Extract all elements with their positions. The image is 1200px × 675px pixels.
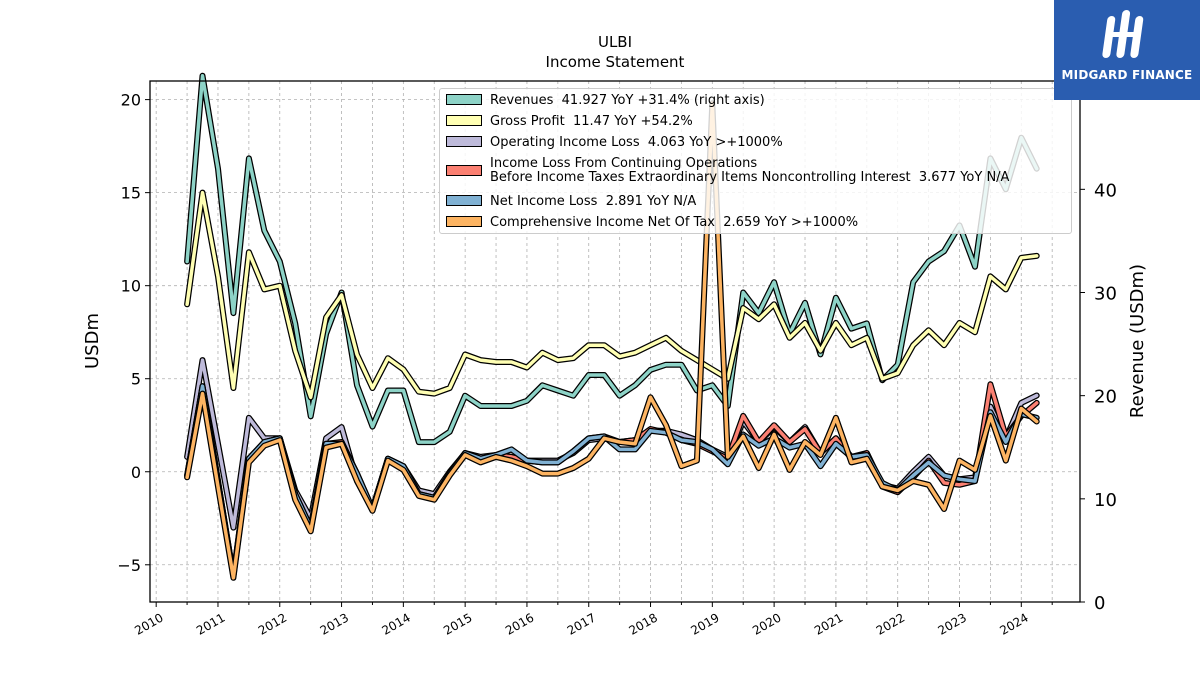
- legend-item-pretax-income: Income Loss From Continuing Operations B…: [446, 157, 1009, 185]
- x-tick-label: 2013: [318, 610, 351, 637]
- plot-frame: [149, 80, 1081, 603]
- brand-logo-icon: [1102, 10, 1144, 58]
- y2-axis-label: Revenue (USDm): [1127, 264, 1148, 418]
- brand-logo: MIDGARD FINANCE: [1054, 0, 1200, 100]
- legend-swatch-operating-income: [446, 136, 482, 147]
- legend-label-net-income: Net Income Loss 2.891 YoY N/A: [490, 194, 697, 209]
- x-tick-label: 2017: [565, 610, 598, 637]
- legend-label-operating-income: Operating Income Loss 4.063 YoY >+1000%: [490, 135, 783, 150]
- series-1-line: [185, 190, 1039, 400]
- y-axis-label: USDm: [82, 313, 103, 369]
- legend-swatch-pretax-income: [446, 165, 482, 176]
- legend-swatch-gross-profit: [446, 115, 482, 126]
- x-tick-label: 2016: [503, 610, 536, 637]
- legend-item-gross-profit: Gross Profit 11.47 YoY +54.2%: [446, 115, 693, 129]
- x-tick-label: 2020: [750, 610, 783, 637]
- legend-swatch-comprehensive-income: [446, 216, 482, 227]
- x-tick-label: 2010: [132, 610, 165, 637]
- chart-title: ULBI: [597, 33, 633, 51]
- y-tick-label: −5: [117, 556, 141, 575]
- x-tick-label: 2014: [379, 610, 412, 637]
- legend-swatch-net-income: [446, 195, 482, 206]
- x-tick-label: 2021: [812, 610, 845, 637]
- series-5-line: [185, 101, 1039, 580]
- x-tick-label: 2011: [194, 610, 227, 637]
- x-tick-label: 2019: [688, 610, 721, 637]
- legend-label-comprehensive-income: Comprehensive Income Net Of Tax 2.659 Yo…: [490, 215, 859, 230]
- y-tick-label: 10: [121, 277, 141, 296]
- y2-tick-label: 40: [1094, 180, 1117, 201]
- y-tick-label: 20: [121, 91, 141, 110]
- series-group: [184, 72, 1040, 581]
- series-0-line: [185, 74, 1039, 444]
- y-tick-label: 5: [131, 370, 141, 389]
- y2-tick-label: 0: [1094, 593, 1105, 614]
- y-tick-label: 0: [131, 463, 141, 482]
- legend-label-pretax-income: Income Loss From Continuing Operations B…: [490, 156, 1010, 185]
- legend-item-operating-income: Operating Income Loss 4.063 YoY >+1000%: [446, 136, 783, 150]
- brand-logo-text: MIDGARD FINANCE: [1061, 68, 1193, 82]
- y-tick-label: 15: [121, 184, 141, 203]
- y2-tick-label: 20: [1094, 387, 1117, 408]
- y2-tick-label: 10: [1094, 490, 1117, 511]
- x-tick-label: 2024: [997, 610, 1030, 637]
- y2-tick-label: 30: [1094, 283, 1117, 304]
- legend-item-comprehensive-income: Comprehensive Income Net Of Tax 2.659 Yo…: [446, 216, 858, 230]
- legend-label-revenues: Revenues 41.927 YoY +31.4% (right axis): [490, 93, 765, 108]
- legend-swatch-revenues: [446, 94, 482, 105]
- chart-subtitle: Income Statement: [545, 53, 685, 71]
- x-tick-label: 2012: [256, 610, 289, 637]
- legend: Revenues 41.927 YoY +31.4% (right axis) …: [439, 88, 1072, 234]
- x-tick-label: 2022: [874, 610, 907, 637]
- x-tick-label: 2023: [936, 610, 969, 637]
- x-tick-label: 2015: [441, 610, 474, 637]
- legend-item-net-income: Net Income Loss 2.891 YoY N/A: [446, 195, 696, 209]
- legend-item-revenues: Revenues 41.927 YoY +31.4% (right axis): [446, 94, 765, 108]
- legend-label-gross-profit: Gross Profit 11.47 YoY +54.2%: [490, 114, 693, 129]
- x-tick-label: 2018: [627, 610, 660, 637]
